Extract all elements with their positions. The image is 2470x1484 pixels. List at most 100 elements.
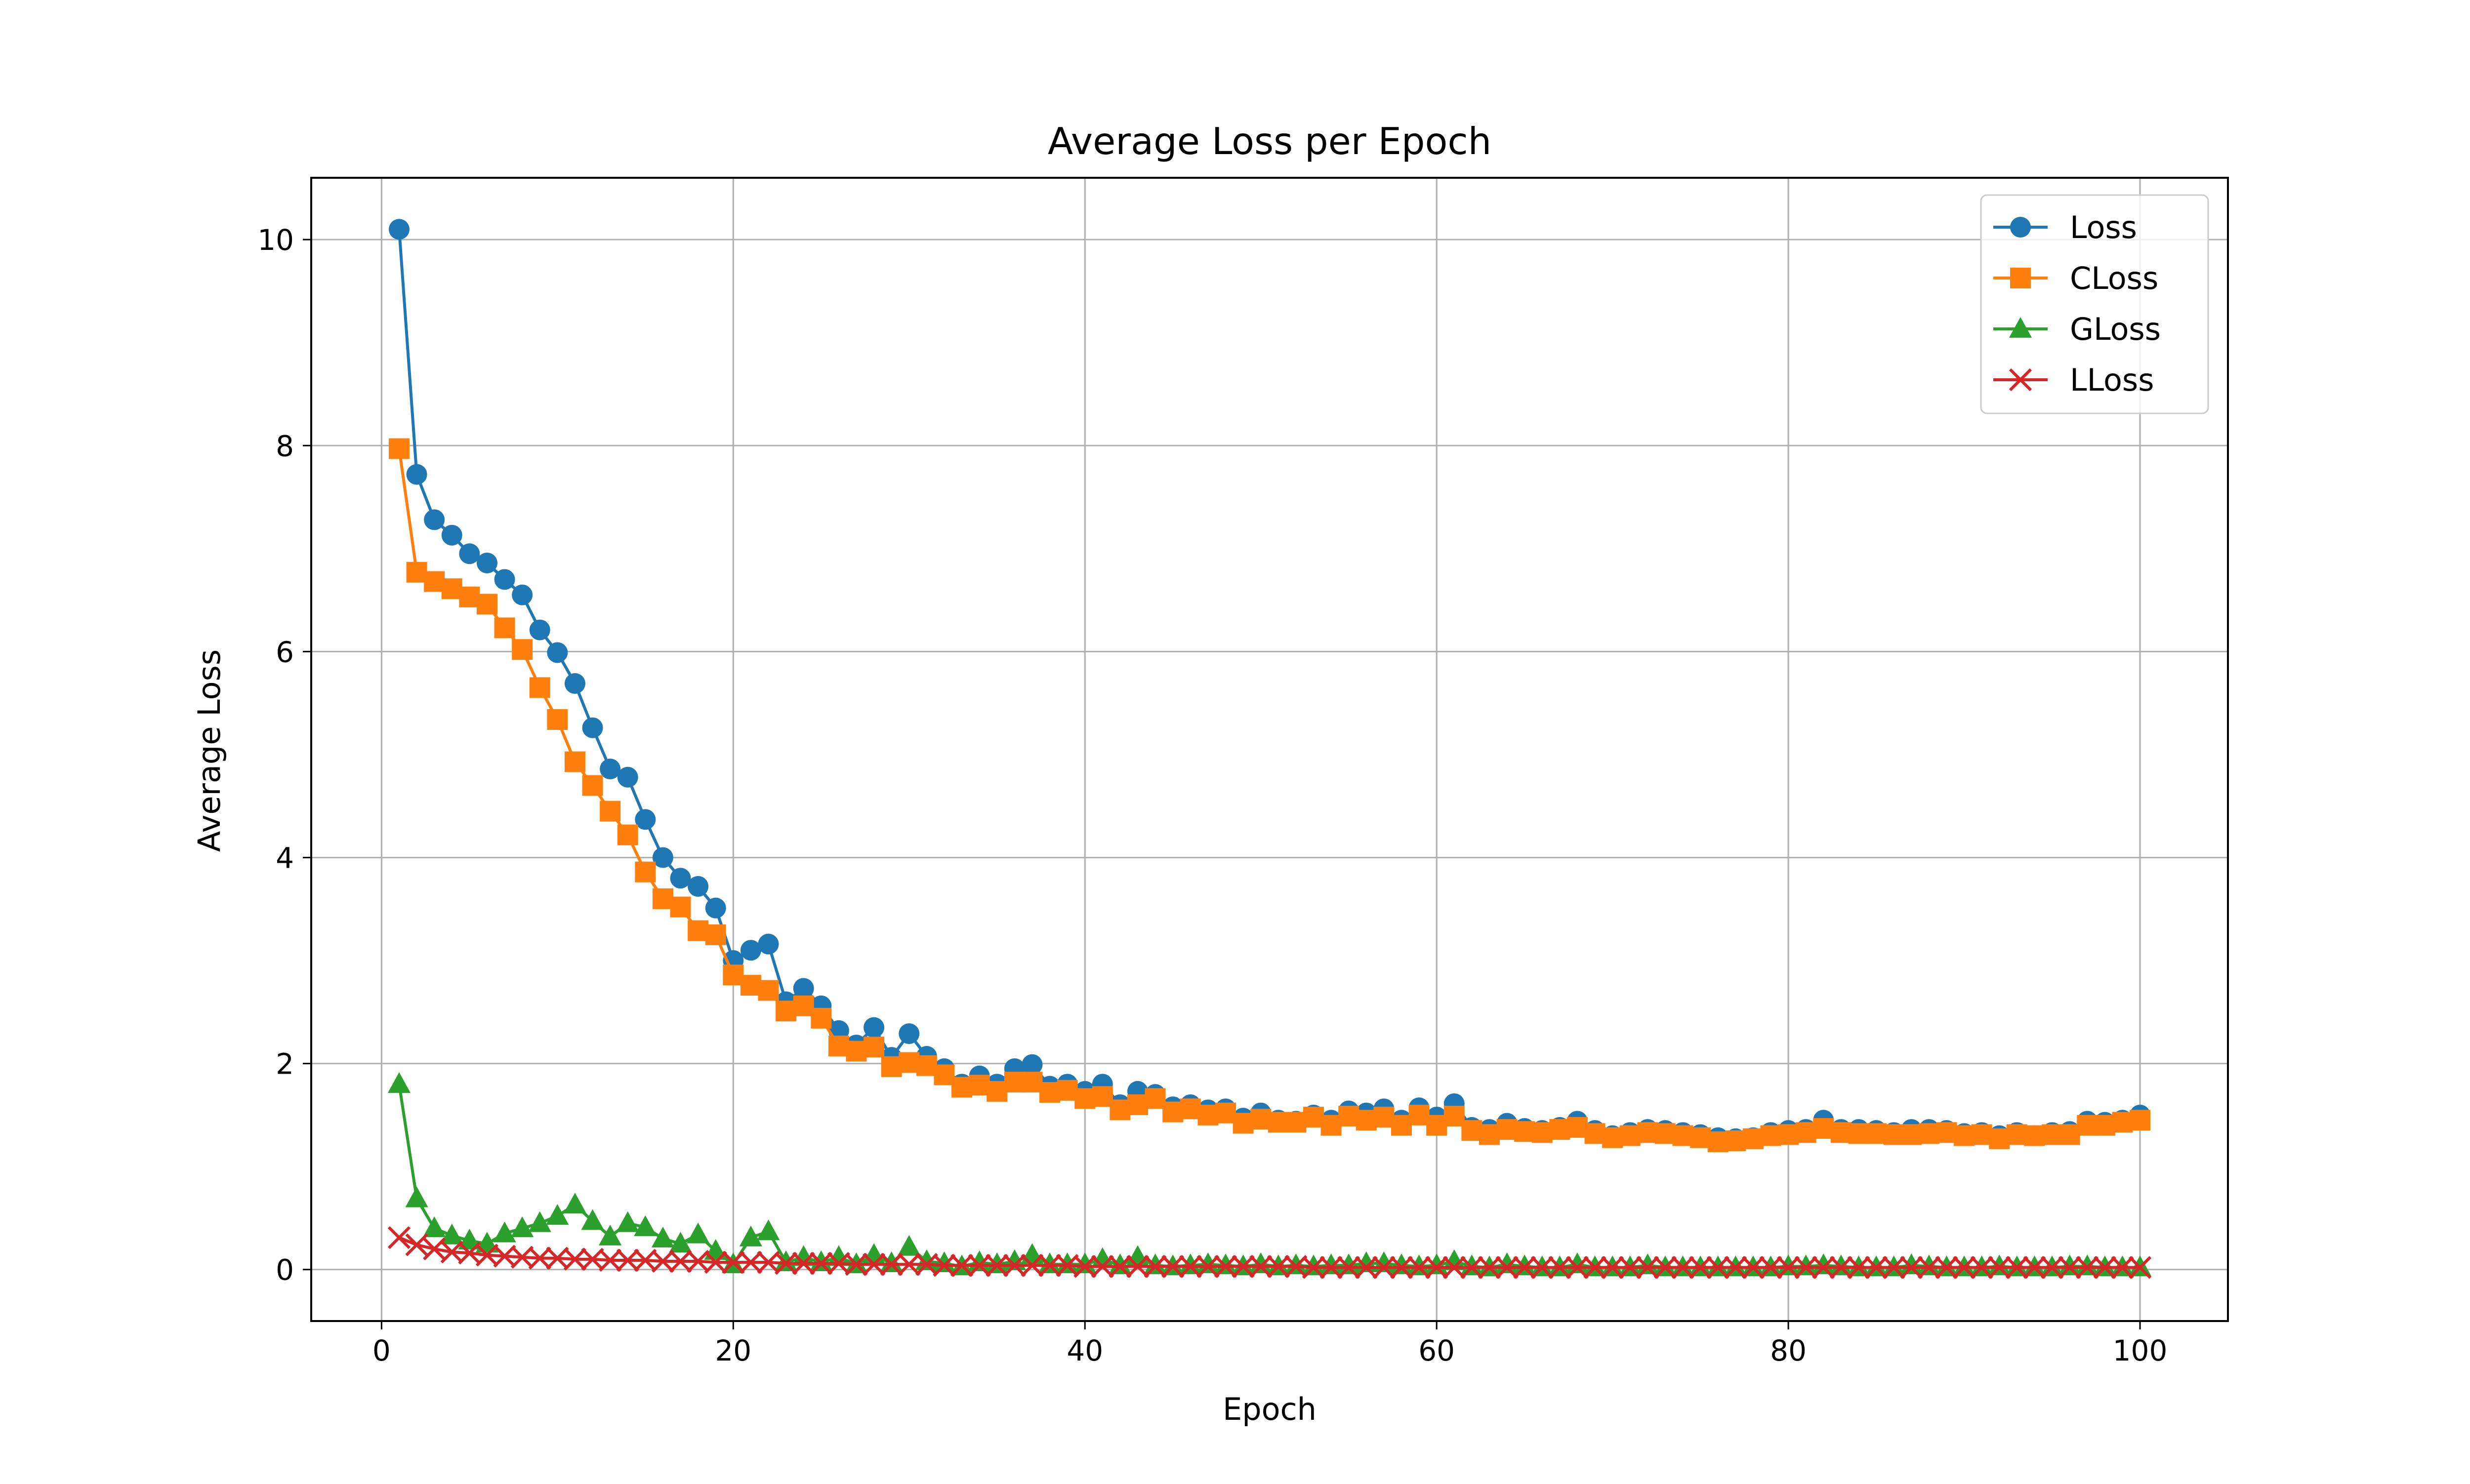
data-point-gloss: [405, 1186, 428, 1207]
data-point-closs: [441, 578, 462, 600]
legend-label: Loss: [2070, 209, 2137, 245]
data-point-lloss: [1618, 1256, 1642, 1279]
data-point-closs: [776, 1001, 797, 1022]
data-point-lloss: [1109, 1255, 1132, 1278]
data-point-closs: [406, 562, 427, 583]
data-point-gloss: [1988, 1254, 2011, 1276]
data-point-lloss: [440, 1241, 463, 1264]
data-point-gloss: [528, 1211, 551, 1232]
data-point-closs: [740, 975, 761, 996]
data-point-lloss: [634, 1248, 657, 1272]
data-point-lloss: [1003, 1254, 1026, 1277]
data-point-gloss: [1460, 1254, 1483, 1276]
data-point-closs: [1725, 1130, 1746, 1152]
data-point-gloss: [1302, 1254, 1325, 1276]
data-point-lloss: [1900, 1256, 1923, 1279]
data-point-closs: [1549, 1119, 1570, 1140]
data-point-lloss: [933, 1254, 956, 1277]
data-point-lloss: [1688, 1256, 1712, 1279]
legend-label: CLoss: [2070, 260, 2158, 296]
data-point-closs: [1074, 1088, 1096, 1109]
data-point-gloss: [1442, 1249, 1466, 1270]
data-point-loss: [688, 876, 709, 897]
data-point-gloss: [687, 1222, 710, 1243]
data-point-lloss: [1161, 1255, 1185, 1278]
data-point-loss: [1022, 1054, 1043, 1075]
data-point-closs: [1848, 1123, 1869, 1144]
data-point-closs: [1795, 1122, 1816, 1143]
data-point-closs: [1742, 1128, 1764, 1149]
axis-ticks: 0 20 40 60 80 100 0 2 4 6 8 10: [257, 223, 2167, 1367]
data-point-closs: [582, 775, 603, 796]
data-point-gloss: [1917, 1254, 1940, 1276]
data-point-closs: [2024, 1125, 2045, 1146]
data-point-closs: [811, 1007, 832, 1029]
data-point-loss: [441, 524, 462, 546]
data-point-gloss: [1794, 1254, 1817, 1276]
data-point-lloss: [546, 1246, 569, 1270]
data-point-gloss: [1636, 1253, 1659, 1275]
data-point-closs: [1356, 1110, 1377, 1131]
data-point-closs: [424, 571, 445, 592]
data-point-gloss: [1109, 1253, 1132, 1275]
data-point-lloss: [1442, 1256, 1466, 1279]
data-point-lloss: [1530, 1256, 1554, 1279]
data-point-lloss: [1460, 1256, 1483, 1279]
data-point-gloss: [1038, 1252, 1062, 1274]
data-point-closs: [1584, 1123, 1606, 1144]
legend-box: [1980, 194, 2209, 414]
data-point-lloss: [986, 1254, 1009, 1277]
data-point-gloss: [1513, 1254, 1536, 1276]
data-point-gloss: [599, 1224, 622, 1245]
data-point-closs: [494, 617, 515, 639]
data-point-lloss: [2111, 1256, 2134, 1279]
data-point-gloss: [775, 1250, 798, 1271]
data-point-lloss: [563, 1247, 587, 1271]
series-line-lloss: [398, 1236, 2141, 1269]
data-point-closs: [476, 594, 497, 615]
legend-item-closs: CLoss: [1993, 260, 2158, 296]
chart-title: Average Loss per Epoch: [1048, 120, 1491, 163]
data-point-closs: [1461, 1120, 1482, 1141]
data-point-closs: [987, 1081, 1008, 1102]
data-point-gloss: [1249, 1252, 1273, 1274]
data-point-lloss: [1847, 1256, 1870, 1279]
data-point-lloss: [1144, 1255, 1167, 1278]
data-point-closs: [2059, 1124, 2080, 1145]
data-point-lloss: [1284, 1255, 1308, 1278]
data-point-closs: [793, 995, 814, 1016]
plot-frame: [310, 177, 2229, 1322]
data-point-loss: [705, 897, 726, 919]
legend-item-lloss: LLoss: [1993, 362, 2154, 398]
data-point-lloss: [827, 1252, 851, 1275]
data-point-closs: [1092, 1086, 1113, 1107]
data-point-gloss: [1319, 1253, 1343, 1275]
data-point-gloss: [581, 1209, 604, 1230]
legend-marker: [2010, 217, 2031, 238]
data-point-gloss: [933, 1251, 956, 1273]
data-point-lloss: [774, 1252, 798, 1275]
data-point-lloss: [581, 1247, 604, 1271]
data-point-closs: [1496, 1119, 1518, 1140]
data-point-closs: [723, 964, 744, 986]
data-point-closs: [2042, 1124, 2063, 1145]
data-point-gloss: [1214, 1253, 1237, 1275]
data-point-closs: [1531, 1122, 1553, 1143]
data-point-loss: [494, 569, 515, 590]
data-point-lloss: [1724, 1256, 1747, 1279]
y-tick-label: 6: [276, 635, 294, 669]
data-point-gloss: [1900, 1253, 1923, 1275]
data-point-lloss: [2076, 1256, 2099, 1279]
data-point-lloss: [1407, 1256, 1431, 1279]
data-point-loss: [635, 809, 656, 830]
data-point-gloss: [1829, 1254, 1852, 1276]
series-closs: [388, 438, 2151, 1153]
data-point-closs: [1760, 1125, 1781, 1146]
data-point-closs: [2006, 1124, 2027, 1145]
data-point-lloss: [493, 1244, 516, 1268]
data-point-closs: [388, 438, 410, 459]
y-axis-label: Average Loss: [191, 649, 227, 852]
data-point-closs: [881, 1056, 902, 1077]
data-point-closs: [1654, 1123, 1676, 1144]
